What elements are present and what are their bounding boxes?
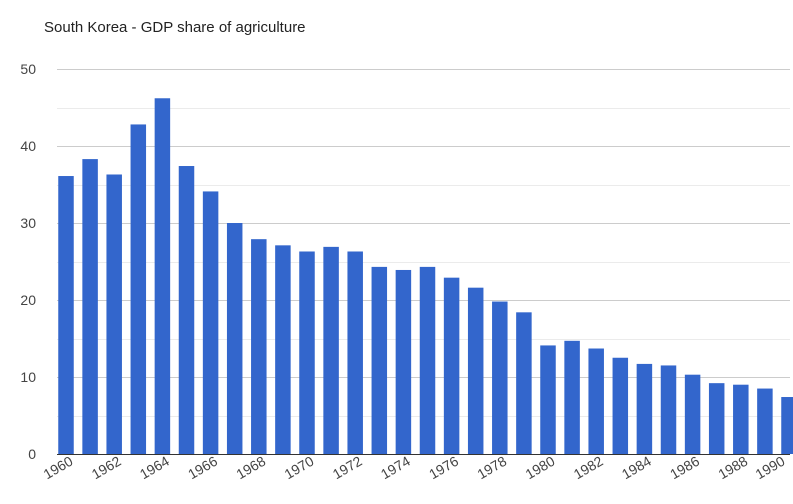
- x-tick-label: 1974: [378, 453, 413, 483]
- bar-1962: [106, 174, 122, 455]
- x-tick-label: 1968: [233, 453, 268, 483]
- bar-1976: [443, 277, 460, 454]
- bar-1984: [636, 363, 653, 454]
- bar-1965: [178, 166, 195, 454]
- bar-1968: [251, 239, 267, 454]
- x-tick-label: 1970: [282, 453, 317, 483]
- bar-1961: [82, 159, 98, 454]
- y-tick-label: 0: [28, 446, 36, 462]
- bar-1974: [395, 269, 412, 454]
- x-tick-label: 1962: [89, 453, 124, 483]
- bar-1972: [347, 251, 363, 454]
- x-tick-label: 1986: [667, 453, 702, 483]
- bar-1979: [516, 312, 532, 454]
- y-axis-tick-labels: 0 10 20 30 40 50: [20, 61, 36, 462]
- y-tick-label: 30: [20, 215, 36, 231]
- bar-1971: [323, 246, 339, 454]
- bar-1969: [275, 245, 291, 454]
- bar-1988: [733, 384, 749, 454]
- bar-1980: [540, 345, 556, 454]
- x-tick-label: 1966: [185, 453, 220, 483]
- x-tick-label: 1978: [474, 453, 509, 483]
- bar-1981: [564, 340, 580, 454]
- y-tick-label: 50: [20, 61, 36, 77]
- bar-1989: [757, 388, 773, 454]
- bar-1982: [588, 348, 604, 454]
- bar-1977: [467, 287, 484, 454]
- bar-1975: [419, 266, 436, 454]
- x-tick-label: 1976: [426, 453, 461, 483]
- bar-1964: [154, 98, 171, 454]
- x-tick-label: 1964: [137, 453, 172, 483]
- bar-1987: [708, 383, 725, 454]
- bar-1967: [226, 223, 243, 454]
- bar-1963: [130, 124, 147, 454]
- y-tick-label: 20: [20, 292, 36, 308]
- bar-1983: [612, 357, 629, 454]
- y-tick-label: 40: [20, 138, 36, 154]
- y-tick-label: 10: [20, 369, 36, 385]
- bar-1990: [781, 397, 793, 454]
- x-tick-label: 1960: [41, 453, 76, 483]
- bars: [58, 98, 793, 455]
- bar-1978: [492, 301, 508, 454]
- x-axis-tick-labels: 1960 1962 1964 1966 1968 1970 1972 1974 1976 1978…: [41, 453, 788, 483]
- bar-1985: [660, 365, 677, 454]
- x-tick-label: 1972: [330, 453, 365, 483]
- bar-1966: [202, 191, 219, 454]
- x-tick-label: 1982: [571, 453, 606, 483]
- x-tick-label: 1984: [619, 453, 654, 483]
- bar-1970: [299, 251, 315, 454]
- x-tick-label: 1988: [715, 453, 750, 483]
- bar-1973: [371, 266, 388, 454]
- x-tick-label: 1990: [753, 453, 788, 483]
- chart-title: South Korea - GDP share of agriculture: [44, 19, 306, 36]
- bar-1986: [684, 374, 701, 454]
- x-tick-label: 1980: [523, 453, 558, 483]
- bar-1960: [58, 176, 74, 454]
